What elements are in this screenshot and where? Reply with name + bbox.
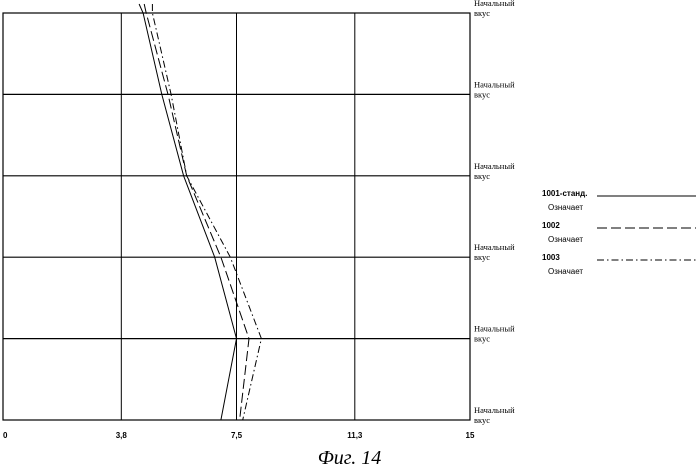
x-tick-label: 3,8 [116,431,128,440]
legend-label: 1001-станд. [542,189,587,198]
category-label: Начальный [474,161,515,171]
category-label: вкус [474,8,490,18]
series-line-1003 [152,4,261,420]
legend-sublabel: Означает [548,203,583,212]
x-tick-label: 0 [3,431,8,440]
legend-label: 1003 [542,253,560,262]
category-label: Начальный [474,79,515,89]
category-label: вкус [474,415,490,425]
legend-sublabel: Означает [548,235,583,244]
series-line-1001-станд. [139,4,236,420]
legend-sublabel: Означает [548,267,583,276]
category-label: Начальный [474,242,515,252]
grid [3,13,470,420]
x-tick-label: 7,5 [231,431,243,440]
category-label: Начальный [474,0,515,8]
x-axis-ticks: 0 3,8 7,5 11,3 15 [3,431,475,440]
x-tick-label: 15 [466,431,475,440]
figure-caption: Фиг. 14 [0,447,699,470]
category-label: вкус [474,252,490,262]
category-label: Начальный [474,324,515,334]
category-labels: НачальныйвкусНачальныйвкусНачальныйвкусН… [474,0,515,425]
category-label: Начальный [474,405,515,415]
category-label: вкус [474,334,490,344]
category-label: вкус [474,89,490,99]
series-lines [139,4,261,420]
legend: 1001-станд. Означает 1002 Означает 1003 Означ… [542,189,696,276]
legend-label: 1002 [542,221,560,230]
x-tick-label: 11,3 [347,431,363,440]
category-label: вкус [474,171,490,181]
